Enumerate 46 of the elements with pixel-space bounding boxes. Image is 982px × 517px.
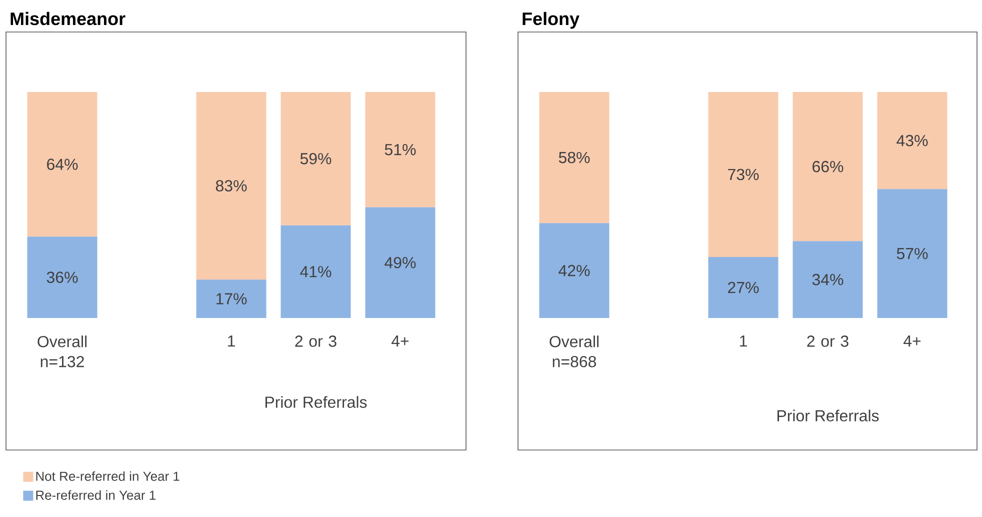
x-tick-label: 2 or 3 bbox=[807, 336, 848, 347]
x-tick-label: 4+ bbox=[391, 336, 409, 347]
bar bbox=[708, 92, 778, 257]
data-label: 42% bbox=[558, 264, 590, 276]
legend-label: Not Re-referred in Year 1 bbox=[36, 471, 180, 481]
data-label: 17% bbox=[216, 293, 247, 304]
data-label: 49% bbox=[384, 256, 416, 268]
bar bbox=[877, 92, 948, 190]
bar bbox=[877, 189, 948, 318]
data-label: 27% bbox=[728, 282, 759, 294]
data-label: 57% bbox=[896, 248, 928, 260]
x-tick-label: Overall n=868 bbox=[550, 336, 599, 368]
data-label: 41% bbox=[300, 266, 332, 278]
data-label: 64% bbox=[47, 158, 78, 170]
bar bbox=[539, 223, 610, 318]
x-tick-label: 1 bbox=[740, 336, 747, 347]
chart-title: Misdemeanor bbox=[10, 12, 126, 26]
data-label: 43% bbox=[896, 134, 928, 146]
bar bbox=[539, 92, 610, 224]
bar bbox=[792, 92, 863, 242]
x-tick-label: 4+ bbox=[903, 336, 921, 347]
bar bbox=[708, 256, 778, 318]
legend-label: Re-referred in Year 1 bbox=[36, 490, 156, 500]
bar bbox=[196, 280, 266, 318]
bar bbox=[280, 92, 351, 226]
x-axis-title: Prior Referrals bbox=[266, 396, 367, 408]
x-tick-label: 1 bbox=[228, 336, 235, 347]
data-label: 83% bbox=[216, 180, 247, 192]
x-tick-label: 2 or 3 bbox=[295, 336, 336, 347]
data-label: 73% bbox=[728, 168, 759, 180]
bar bbox=[365, 207, 436, 318]
chart-title: Felony bbox=[522, 12, 580, 29]
bar bbox=[792, 241, 863, 318]
data-label: 51% bbox=[384, 144, 416, 156]
bar bbox=[365, 92, 436, 208]
data-label: 66% bbox=[812, 160, 844, 172]
data-label: 58% bbox=[558, 152, 590, 164]
x-tick-label: Overall n=132 bbox=[38, 336, 87, 368]
bar bbox=[27, 236, 98, 318]
bar bbox=[280, 225, 351, 318]
x-axis-title: Prior Referrals bbox=[778, 410, 879, 422]
data-label: 59% bbox=[300, 153, 332, 164]
bar bbox=[196, 92, 266, 280]
bar bbox=[27, 92, 98, 237]
data-label: 34% bbox=[812, 274, 844, 286]
data-label: 36% bbox=[46, 272, 78, 283]
